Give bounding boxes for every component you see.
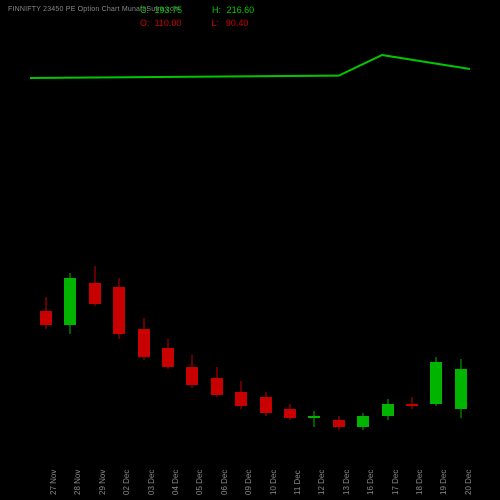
candle xyxy=(308,40,320,460)
candle xyxy=(162,40,174,460)
candle-wick xyxy=(314,411,315,427)
candle-wick xyxy=(412,397,413,409)
candle xyxy=(430,40,442,460)
candle-body xyxy=(430,362,442,404)
candle-body xyxy=(260,397,272,413)
high-value: 216.60 xyxy=(227,5,255,15)
high-label: H: xyxy=(212,4,224,17)
candle xyxy=(64,40,76,460)
candle xyxy=(186,40,198,460)
chart-plot-area: 27 Nov28 Nov29 Nov02 Dec03 Dec04 Dec05 D… xyxy=(30,40,470,460)
candle xyxy=(382,40,394,460)
low-value: 90.40 xyxy=(226,18,249,28)
candle-body xyxy=(64,278,76,325)
candle xyxy=(89,40,101,460)
candle xyxy=(260,40,272,460)
candle xyxy=(333,40,345,460)
candle xyxy=(357,40,369,460)
candle xyxy=(113,40,125,460)
candle xyxy=(284,40,296,460)
candle xyxy=(235,40,247,460)
open-label: O: xyxy=(140,17,152,30)
candle-body xyxy=(162,348,174,367)
candle-body xyxy=(186,367,198,386)
ohlc-readout: C: 193.75 H: 216.60 O: 110.00 L: 90.40 xyxy=(140,4,254,30)
candle-body xyxy=(406,404,418,406)
low-price: L: 90.40 xyxy=(211,17,248,30)
low-label: L: xyxy=(211,17,223,30)
candle xyxy=(406,40,418,460)
candle-body xyxy=(308,416,320,418)
candle xyxy=(40,40,52,460)
candle-body xyxy=(382,404,394,416)
candle-body xyxy=(40,311,52,325)
open-price: O: 110.00 xyxy=(140,17,181,30)
candle-body xyxy=(455,369,467,408)
close-label: C: xyxy=(140,4,152,17)
candle-body xyxy=(138,329,150,357)
candle-body xyxy=(113,287,125,334)
candle xyxy=(211,40,223,460)
candle-body xyxy=(89,283,101,304)
candle xyxy=(455,40,467,460)
close-value: 193.75 xyxy=(155,5,183,15)
candle-body xyxy=(211,378,223,394)
candle-body xyxy=(235,392,247,406)
candle-body xyxy=(284,409,296,418)
open-value: 110.00 xyxy=(155,18,182,28)
candle-body xyxy=(333,420,345,427)
close-price: C: 193.75 xyxy=(140,4,182,17)
candle xyxy=(138,40,150,460)
candle-body xyxy=(357,416,369,428)
high-price: H: 216.60 xyxy=(212,4,254,17)
